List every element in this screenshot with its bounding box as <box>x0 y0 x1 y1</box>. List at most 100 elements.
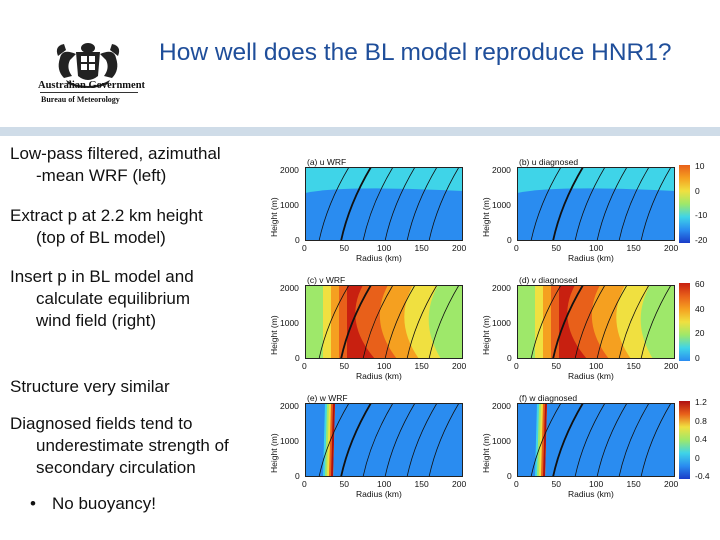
bullet-first-line: Insert p in BL model and <box>10 267 194 286</box>
contour-line <box>428 285 460 359</box>
header-band <box>0 127 720 136</box>
x-axis-label: Radius (km) <box>356 371 402 381</box>
colorbar-tick-label: 10 <box>695 161 705 171</box>
plot-frame <box>517 403 675 477</box>
bullet-first-line: Structure very similar <box>10 377 170 396</box>
contour-line <box>552 167 584 241</box>
x-tick-label: 100 <box>589 479 604 489</box>
x-tick-label: 200 <box>452 243 467 253</box>
contour-line <box>428 403 460 477</box>
colorbar-tick-label: 40 <box>695 303 705 314</box>
contour-plot <box>305 285 463 359</box>
y-tick-label: 1000 <box>492 436 511 446</box>
contour-line <box>618 285 650 359</box>
plot-frame <box>517 285 675 359</box>
x-tick-label: 200 <box>452 361 467 371</box>
y-tick-label: 0 <box>295 353 300 363</box>
x-axis-label: Radius (km) <box>356 489 402 499</box>
y-tick-label: 0 <box>507 471 512 481</box>
logo-text-government: Australian Government <box>38 80 146 91</box>
x-tick-label: 150 <box>414 243 429 253</box>
contour-line <box>362 167 394 241</box>
bullet-item: Diagnosed fields tend to underestimate s… <box>10 413 272 479</box>
y-axis-label: Height (m) <box>269 197 279 237</box>
contour-line <box>618 403 650 477</box>
x-tick-label: 0 <box>302 479 307 489</box>
contour-band <box>517 188 675 241</box>
x-axis-label: Radius (km) <box>568 489 614 499</box>
colorbar <box>679 165 690 243</box>
x-tick-label: 200 <box>664 361 679 371</box>
colorbar-tick-label: -20 <box>695 235 708 245</box>
x-tick-label: 50 <box>339 361 349 371</box>
y-axis-label: Height (m) <box>269 433 279 473</box>
bullet-continuation: -mean WRF (left) <box>36 166 167 185</box>
colorbar <box>679 283 690 361</box>
x-tick-label: 150 <box>626 361 641 371</box>
x-tick-label: 100 <box>589 361 604 371</box>
x-tick-label: 50 <box>339 243 349 253</box>
coat-of-arms-logo <box>56 43 120 88</box>
x-tick-label: 0 <box>302 361 307 371</box>
x-tick-label: 100 <box>377 243 392 253</box>
y-axis-label: Height (m) <box>481 315 491 355</box>
contour-plot <box>305 167 463 241</box>
panel-title: (c) v WRF <box>307 275 346 285</box>
contour-line <box>530 285 562 359</box>
contour-line <box>574 167 606 241</box>
y-tick-label: 1000 <box>492 200 511 210</box>
plot-frame <box>305 403 463 477</box>
plot-frame <box>305 167 463 241</box>
contour-line <box>318 167 350 241</box>
bullet-continuation: (top of BL model) <box>36 228 166 247</box>
x-tick-label: 0 <box>514 361 519 371</box>
contour-line <box>596 285 628 359</box>
y-tick-label: 2000 <box>492 283 511 293</box>
colorbar-tick-label: 0.8 <box>695 415 707 426</box>
contour-line <box>618 167 650 241</box>
y-axis-label: Height (m) <box>481 197 491 237</box>
contour-plot <box>517 403 675 477</box>
sub-bullet-item: • No buoyancy! <box>30 493 156 515</box>
colorbar-tick-label: -10 <box>695 210 708 221</box>
contour-band <box>559 285 587 359</box>
x-tick-label: 0 <box>514 243 519 253</box>
x-tick-label: 100 <box>589 243 604 253</box>
x-tick-label: 0 <box>302 243 307 253</box>
contour-line <box>340 403 372 477</box>
colorbar-tick-label: 0 <box>695 452 700 463</box>
contour-band <box>543 403 547 477</box>
colorbar-tick-label: 1.2 <box>695 397 707 407</box>
colorbar-tick-label: -0.4 <box>695 471 710 481</box>
slide-title: How well does the BL model reproduce HNR… <box>159 39 672 66</box>
bullet-item: Insert p in BL model and calculate equil… <box>10 266 272 332</box>
contour-line <box>530 403 562 477</box>
panel-title: (a) u WRF <box>307 157 347 167</box>
contour-line <box>640 167 672 241</box>
contour-line <box>362 403 394 477</box>
colorbar <box>679 401 690 479</box>
x-tick-label: 200 <box>664 243 679 253</box>
bullet-continuation: calculate equilibrium wind field (right) <box>36 289 191 330</box>
contour-line <box>552 403 584 477</box>
x-tick-label: 150 <box>626 479 641 489</box>
x-tick-label: 100 <box>377 361 392 371</box>
bullet-item: Structure very similar <box>10 376 272 398</box>
x-tick-label: 0 <box>514 479 519 489</box>
y-tick-label: 0 <box>507 353 512 363</box>
contour-line <box>340 167 372 241</box>
y-tick-label: 2000 <box>280 165 299 175</box>
x-tick-label: 150 <box>414 361 429 371</box>
y-tick-label: 0 <box>507 235 512 245</box>
bullet-item: Low-pass filtered, azimuthal -mean WRF (… <box>10 143 272 187</box>
x-tick-label: 50 <box>551 479 561 489</box>
panel-title: (f) w diagnosed <box>519 393 578 403</box>
y-tick-label: 0 <box>295 235 300 245</box>
y-tick-label: 1000 <box>280 318 299 328</box>
contour-line <box>406 167 438 241</box>
panel-title: (e) w WRF <box>307 393 348 403</box>
y-tick-label: 0 <box>295 471 300 481</box>
x-tick-label: 50 <box>551 361 561 371</box>
bullet-first-line: Low-pass filtered, azimuthal <box>10 144 221 163</box>
panel-title: (b) u diagnosed <box>519 157 579 167</box>
